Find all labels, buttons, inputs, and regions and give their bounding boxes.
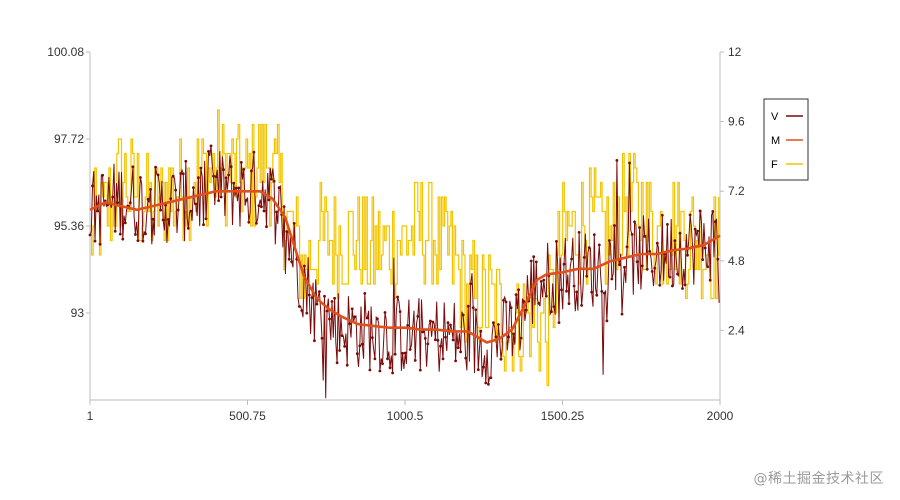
- x-ticks: 1 500.75 1000.5 1500.25 2000: [87, 400, 734, 423]
- right-tick-label: 2.4: [728, 323, 745, 337]
- right-tick-label: 12: [728, 45, 742, 59]
- left-tick-label: 100.08: [47, 45, 84, 59]
- legend-label-v: V: [771, 111, 779, 123]
- legend: VMF: [763, 98, 809, 181]
- legend-label-m: M: [771, 135, 780, 147]
- left-tick-label: 93: [71, 306, 85, 320]
- legend-label-f: F: [771, 159, 778, 171]
- x-tick-label: 1000.5: [387, 409, 424, 423]
- series-f-line: [90, 109, 720, 387]
- x-tick-label: 1500.25: [541, 409, 585, 423]
- series-layer: [88, 109, 721, 399]
- x-tick-label: 500.75: [229, 409, 266, 423]
- right-tick-label: 9.6: [728, 115, 745, 129]
- right-tick-label: 7.2: [728, 184, 745, 198]
- right-tick-label: 4.8: [728, 254, 745, 268]
- left-tick-label: 97.72: [54, 132, 84, 146]
- right-y-ticks: 2.4 4.8 7.2 9.6 12: [720, 45, 745, 337]
- watermark: @稀土掘金技术社区: [753, 471, 884, 487]
- left-tick-label: 95.36: [54, 219, 84, 233]
- series-m-line: [89, 190, 721, 344]
- x-tick-label: 2000: [707, 409, 734, 423]
- left-y-ticks: 93 95.36 97.72 100.08: [47, 45, 90, 320]
- series-v-line: [89, 145, 720, 399]
- x-tick-label: 1: [87, 409, 94, 423]
